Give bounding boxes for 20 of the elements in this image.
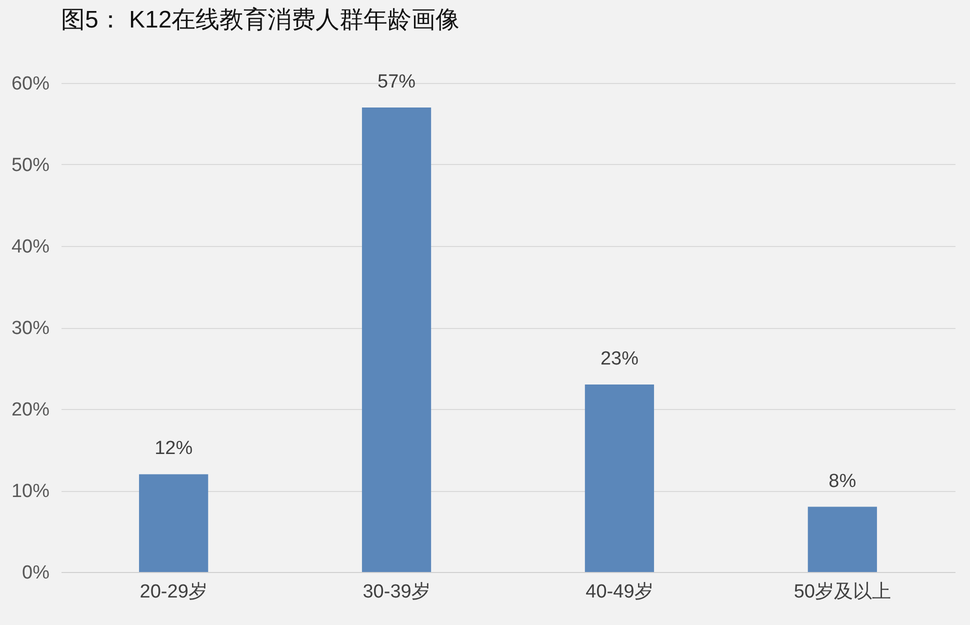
- y-tick-label: 10%: [11, 481, 50, 502]
- data-label: 8%: [828, 470, 856, 492]
- y-tick-label: 60%: [11, 74, 50, 94]
- y-tick-label: 20%: [11, 400, 50, 420]
- bar: [362, 107, 432, 572]
- y-tick-label: 50%: [11, 155, 50, 176]
- x-tick-label: 50岁及以上: [794, 582, 891, 602]
- y-tick-label: 30%: [11, 318, 50, 339]
- data-label: 12%: [154, 438, 193, 460]
- y-tick-label: 40%: [11, 236, 50, 258]
- y-tick-label: 0%: [22, 562, 50, 584]
- x-tick-label: 30-39岁: [362, 582, 430, 602]
- chart-title: 图5： K12在线教育消费人群年龄画像: [61, 6, 460, 34]
- x-tick-label: 20-29岁: [140, 582, 208, 602]
- bar: [808, 506, 877, 572]
- x-tick-label: 40-49岁: [586, 582, 654, 602]
- bar: [584, 384, 654, 572]
- data-label: 57%: [378, 71, 416, 92]
- data-label: 23%: [600, 348, 639, 370]
- bar: [139, 474, 208, 572]
